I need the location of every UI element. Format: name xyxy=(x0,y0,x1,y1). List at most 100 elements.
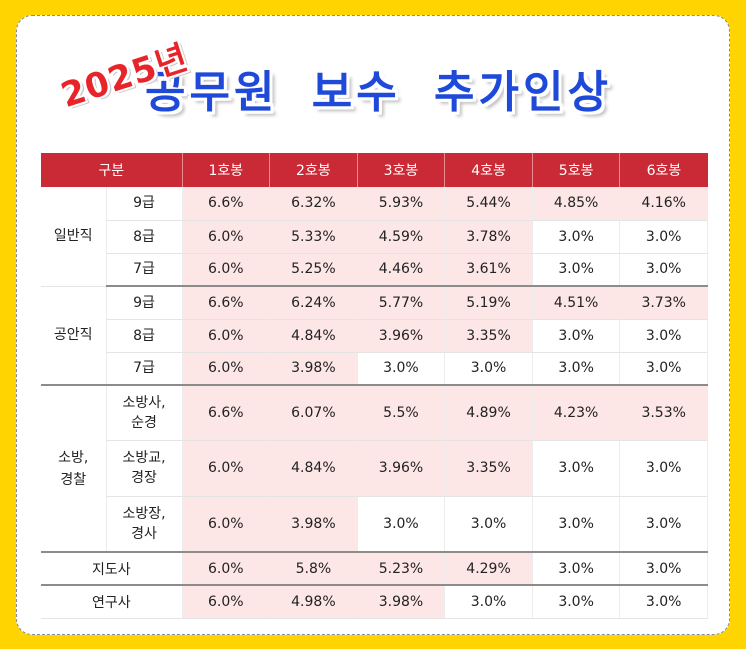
content-card: 2025년 공무원 보수 추가인상 구분 1호봉 2호봉 3호봉 4호봉 5호봉… xyxy=(16,15,730,635)
cell: 4.46% xyxy=(357,253,446,287)
table-row: 8급 6.0% 5.33% 4.59% 3.78% 3.0% 3.0% xyxy=(41,220,708,254)
cell: 3.0% xyxy=(619,352,708,386)
cell: 4.29% xyxy=(444,552,533,586)
title-area: 2025년 공무원 보수 추가인상 xyxy=(17,16,731,146)
cell: 3.78% xyxy=(444,220,533,254)
cell: 4.51% xyxy=(532,286,621,320)
table-row: 7급 6.0% 3.98% 3.0% 3.0% 3.0% 3.0% xyxy=(41,352,708,386)
cell: 3.0% xyxy=(357,496,446,553)
cell: 3.61% xyxy=(444,253,533,287)
table-row: 공안직 9급 6.6% 6.24% 5.77% 5.19% 4.51% 3.73… xyxy=(41,286,708,386)
cell: 5.23% xyxy=(357,552,446,586)
grade-label: 9급 xyxy=(106,286,183,320)
group-name-line1: 소방, xyxy=(58,449,89,466)
cell: 3.0% xyxy=(444,352,533,386)
cell: 3.0% xyxy=(532,585,621,619)
cell: 5.19% xyxy=(444,286,533,320)
cell: 3.98% xyxy=(269,352,358,386)
header-step-5: 5호봉 xyxy=(532,153,621,187)
rank-line1: 소방사, xyxy=(122,394,166,411)
cell: 3.0% xyxy=(619,319,708,353)
header-step-6: 6호봉 xyxy=(619,153,708,187)
group-general: 일반직 xyxy=(41,187,107,287)
table-row: 7급 6.0% 5.25% 4.46% 3.61% 3.0% 3.0% xyxy=(41,253,708,287)
cell: 5.25% xyxy=(269,253,358,287)
grade-label: 7급 xyxy=(106,253,183,287)
rank-line2: 경사 xyxy=(131,525,157,542)
cell: 3.0% xyxy=(532,220,621,254)
table-row: 소방교, 경장 6.0% 4.84% 3.96% 3.35% 3.0% 3.0% xyxy=(41,440,708,497)
cell: 3.0% xyxy=(444,585,533,619)
cell: 3.0% xyxy=(532,496,621,553)
cell: 4.84% xyxy=(269,319,358,353)
header-category: 구분 xyxy=(41,153,183,187)
rank-line2: 경장 xyxy=(131,470,157,486)
cell: 4.59% xyxy=(357,220,446,254)
cell: 3.96% xyxy=(357,440,446,497)
cell: 3.0% xyxy=(619,552,708,586)
cell: 6.07% xyxy=(269,385,358,441)
cell: 4.23% xyxy=(532,385,621,441)
grade-label: 8급 xyxy=(106,319,183,353)
cell: 6.6% xyxy=(182,385,271,441)
cell: 3.98% xyxy=(269,496,358,553)
cell: 6.0% xyxy=(182,220,271,254)
cell: 5.93% xyxy=(357,187,446,221)
cell: 4.84% xyxy=(269,440,358,497)
cell: 3.0% xyxy=(532,253,621,287)
cell: 6.0% xyxy=(182,585,271,619)
cell: 6.0% xyxy=(182,496,271,553)
cell: 3.0% xyxy=(532,352,621,386)
cell: 5.33% xyxy=(269,220,358,254)
cell: 3.0% xyxy=(532,552,621,586)
cell: 6.0% xyxy=(182,253,271,287)
cell: 5.77% xyxy=(357,286,446,320)
cell: 4.16% xyxy=(619,187,708,221)
cell: 4.98% xyxy=(269,585,358,619)
cell: 3.35% xyxy=(444,319,533,353)
rank-line1: 소방장, xyxy=(122,505,166,522)
cell: 3.98% xyxy=(357,585,446,619)
header-step-2: 2호봉 xyxy=(269,153,358,187)
cell: 3.0% xyxy=(444,496,533,553)
group-instructor: 지도사 xyxy=(41,552,183,586)
header-step-3: 3호봉 xyxy=(357,153,446,187)
grade-label: 9급 xyxy=(106,187,183,221)
cell: 3.0% xyxy=(532,319,621,353)
cell: 3.0% xyxy=(619,220,708,254)
cell: 3.73% xyxy=(619,286,708,320)
cell: 3.0% xyxy=(619,440,708,497)
table-row: 지도사 6.0% 5.8% 5.23% 4.29% 3.0% 3.0% xyxy=(41,552,708,586)
cell: 3.0% xyxy=(619,496,708,553)
table-row: 소방, 경찰 소방사, 순경 6.6% 6.07% 5.5% 4.89% 4.2… xyxy=(41,385,708,553)
cell: 5.5% xyxy=(357,385,446,441)
table-row: 일반직 9급 6.6% 6.32% 5.93% 5.44% 4.85% 4.16… xyxy=(41,187,708,287)
header-step-1: 1호봉 xyxy=(182,153,271,187)
cell: 3.0% xyxy=(619,253,708,287)
cell: 4.85% xyxy=(532,187,621,221)
grade-label: 8급 xyxy=(106,220,183,254)
cell: 6.0% xyxy=(182,319,271,353)
rank-label: 소방사, 순경 xyxy=(106,385,183,441)
cell: 6.6% xyxy=(182,286,271,320)
group-security: 공안직 xyxy=(41,286,107,386)
page-title: 공무원 보수 추가인상 xyxy=(145,67,612,118)
cell: 6.0% xyxy=(182,440,271,497)
cell: 3.0% xyxy=(357,352,446,386)
cell: 3.53% xyxy=(619,385,708,441)
group-researcher: 연구사 xyxy=(41,585,183,619)
cell: 3.35% xyxy=(444,440,533,497)
rank-line1: 소방교, xyxy=(122,450,166,466)
table-row: 소방장, 경사 6.0% 3.98% 3.0% 3.0% 3.0% 3.0% xyxy=(41,496,708,553)
table-row: 8급 6.0% 4.84% 3.96% 3.35% 3.0% 3.0% xyxy=(41,319,708,353)
table-row: 연구사 6.0% 4.98% 3.98% 3.0% 3.0% 3.0% xyxy=(41,585,708,619)
group-name-line2: 경찰 xyxy=(60,471,87,488)
table-header-row: 구분 1호봉 2호봉 3호봉 4호봉 5호봉 6호봉 xyxy=(41,153,708,187)
cell: 5.44% xyxy=(444,187,533,221)
group-fire-police: 소방, 경찰 xyxy=(41,385,107,553)
header-step-4: 4호봉 xyxy=(444,153,533,187)
cell: 6.24% xyxy=(269,286,358,320)
cell: 3.96% xyxy=(357,319,446,353)
cell: 6.6% xyxy=(182,187,271,221)
cell: 6.0% xyxy=(182,352,271,386)
